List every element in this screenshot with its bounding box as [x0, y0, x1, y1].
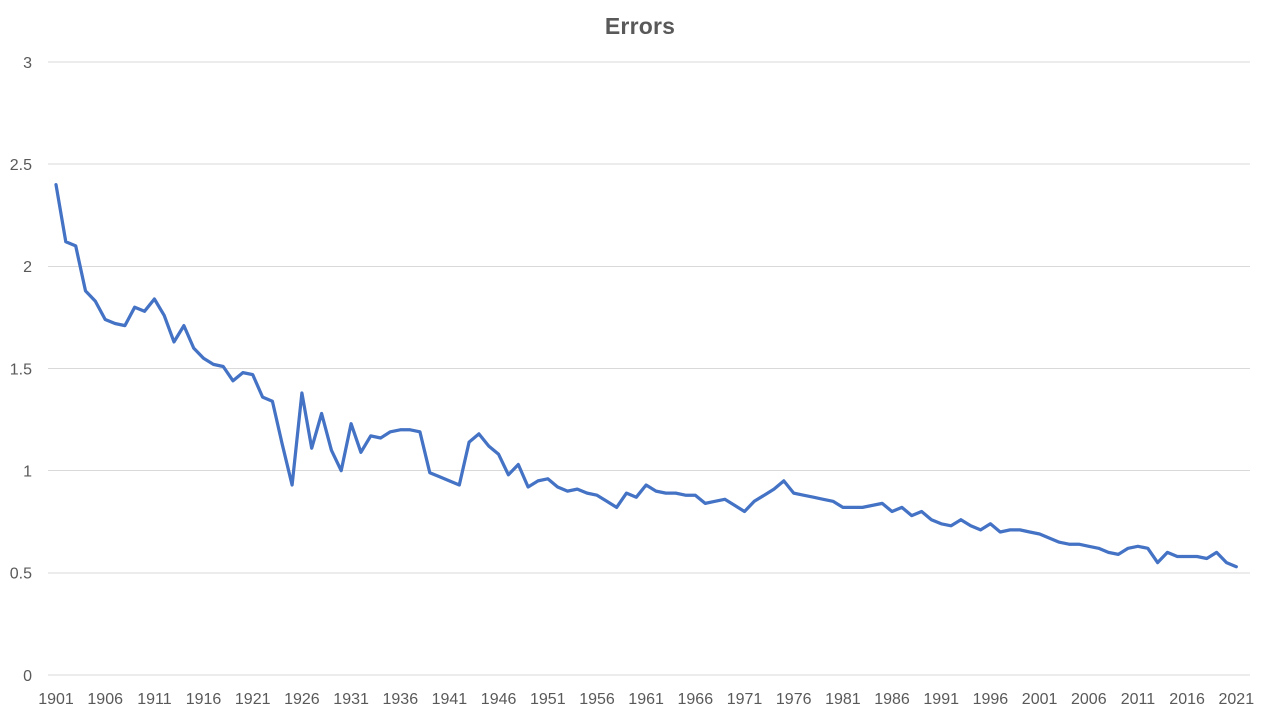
errors-series-line	[54, 182, 1238, 569]
x-axis-tick-label: 2016	[1169, 691, 1205, 708]
y-axis-tick-label: 1.5	[10, 361, 32, 378]
y-axis-tick-label: 0.5	[10, 566, 32, 583]
x-axis-tick-label: 1946	[481, 691, 517, 708]
x-axis-tick-label: 1906	[87, 691, 123, 708]
x-axis-tick-label: 1996	[973, 691, 1009, 708]
y-axis-tick-label: 2.5	[10, 157, 32, 174]
x-axis-tick-label: 1976	[776, 691, 812, 708]
y-axis-tick-label: 3	[23, 55, 32, 72]
x-axis-tick-label: 1941	[432, 691, 468, 708]
x-axis-tick-label: 1911	[137, 691, 172, 708]
x-axis-tick-label: 1986	[874, 691, 910, 708]
y-axis-tick-label: 1	[23, 464, 32, 481]
x-axis-tick-label: 1991	[923, 691, 959, 708]
x-axis-tick-label: 2021	[1219, 691, 1255, 708]
x-axis-tick-label: 1981	[825, 691, 861, 708]
x-axis-tick-label: 1956	[579, 691, 615, 708]
x-axis-tick-label: 2006	[1071, 691, 1107, 708]
x-axis-tick-label: 1971	[727, 691, 763, 708]
y-axis-tick-label: 0	[23, 668, 32, 685]
x-axis-tick-label: 1916	[186, 691, 222, 708]
x-axis-tick-label: 1901	[38, 691, 74, 708]
x-axis-tick-label: 1961	[628, 691, 664, 708]
x-axis-tick-label: 1921	[235, 691, 271, 708]
x-axis-tick-label: 2001	[1022, 691, 1058, 708]
x-axis-tick-label: 2011	[1121, 691, 1156, 708]
y-axis-tick-label: 2	[23, 259, 32, 276]
chart-title: Errors	[604, 13, 676, 39]
x-axis-tick-label: 1936	[383, 691, 419, 708]
x-axis-tick-label: 1931	[333, 691, 369, 708]
x-axis-tick-label: 1926	[284, 691, 320, 708]
x-axis-tick-label: 1966	[678, 691, 714, 708]
x-axis-tick-label: 1951	[530, 691, 566, 708]
